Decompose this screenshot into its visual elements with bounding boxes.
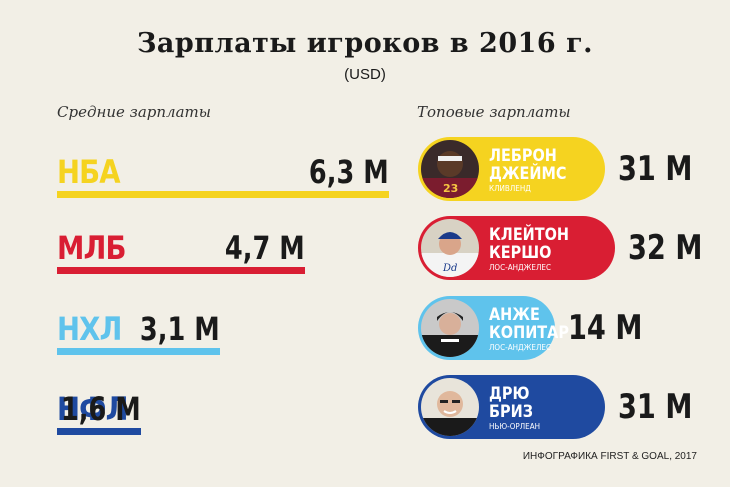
svg-text:23: 23 [443,182,458,195]
salary-bar [57,267,305,274]
player-salary: 31 М [618,387,693,427]
value-label: 6,3 М [309,153,389,191]
league-label: НБА [57,153,121,191]
player-club: ЛОС-АНДЖЕЛЕС [489,343,551,352]
credit-line: ИНФОГРАФИКА FIRST & GOAL, 2017 [522,451,697,462]
value-label: 3,1 М [140,310,220,348]
salary-bar [57,428,141,435]
player-club: ЛОС-АНДЖЕЛЕС [489,263,551,272]
svg-text:Dd: Dd [442,263,457,274]
average-salaries-label: Средние зарплаты [57,103,211,121]
value-label: 4,7 М [225,229,305,267]
chart-title: Зарплаты игроков в 2016 г. [136,28,594,59]
player-salary: 31 М [618,149,693,189]
avg-row-nba: НБА 6,3 М [57,153,389,198]
league-label: НХЛ [57,310,122,348]
player-club: НЬЮ-ОРЛЕАН [489,422,541,431]
player-club: КЛИВЛЕНД [489,184,531,193]
avg-row-nfl: НФЛ 1,6 М [57,390,141,435]
player-salary: 14 М [568,308,643,348]
player-photo [421,299,479,357]
salary-bar [57,191,389,198]
player-photo: 23 [421,140,479,198]
top-salaries-label: Топовые зарплаты [417,103,571,121]
player-photo: Dd [421,219,479,277]
player-salary: 32 М [628,228,703,268]
league-label: МЛБ [57,229,126,267]
player-name: ДРЮ БРИЗ [489,384,533,422]
league-label: НФЛ [57,390,128,428]
salary-bar [57,348,220,355]
player-name: ЛЕБРОН ДЖЕЙМС [489,146,567,184]
avg-row-nhl: НХЛ 3,1 М [57,310,220,355]
player-name: КЛЕЙТОН КЕРШО [489,225,570,263]
chart-subtitle: (USD) [344,66,386,83]
avg-row-mlb: МЛБ 4,7 М [57,229,305,274]
value-label: 1,6 М [61,390,141,428]
player-name: АНЖЕ КОПИТАР [489,305,569,343]
player-photo [421,378,479,436]
